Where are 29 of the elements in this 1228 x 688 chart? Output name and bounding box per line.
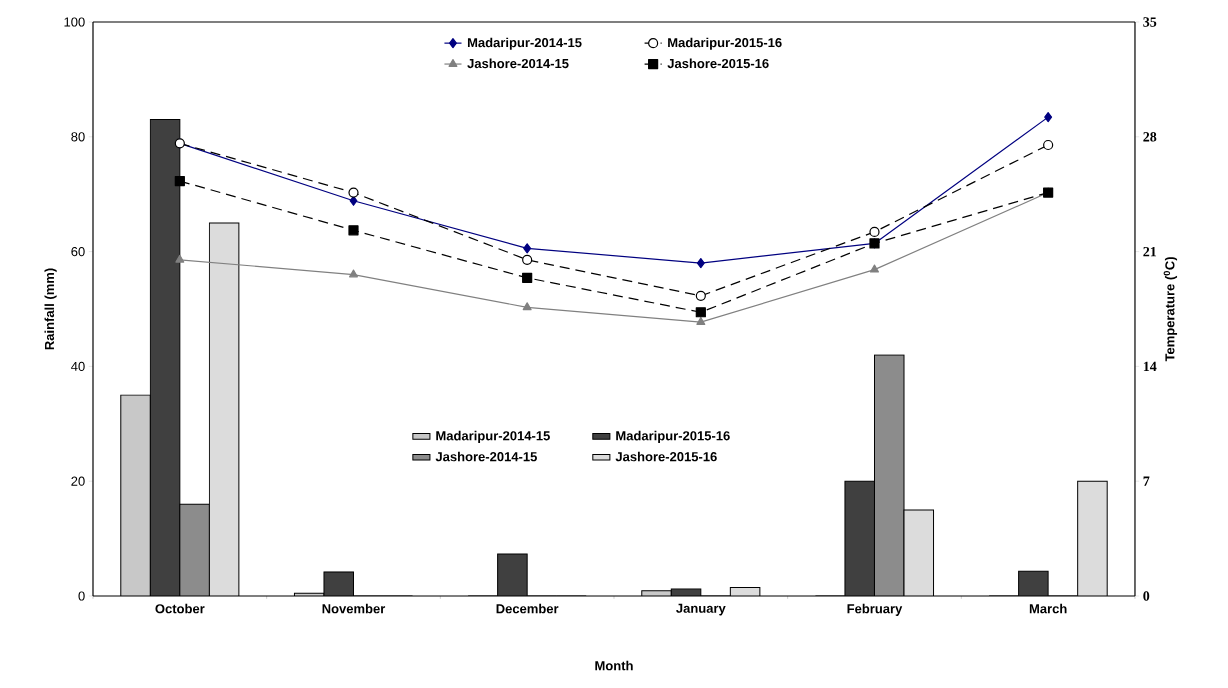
x-tick-label: February <box>847 603 903 616</box>
y-tick-label: 60 <box>71 246 85 257</box>
legend-label: Jashore-2014-15 <box>435 451 537 462</box>
legend-label: Madaripur-2014-15 <box>467 37 582 50</box>
legend-label: Madaripur-2015-16 <box>616 430 730 443</box>
x-tick-label: November <box>322 603 386 614</box>
y2-tick-label: 21 <box>1143 246 1157 257</box>
legend-label: Madaripur-2014-15 <box>436 430 550 443</box>
y2-tick-label: 35 <box>1143 17 1157 27</box>
y2-tick-label: 7 <box>1143 476 1150 486</box>
x-tick-label: October <box>155 603 205 614</box>
y-tick-label: 80 <box>71 132 85 142</box>
legend-label: Madaripur-2015-16 <box>668 37 782 50</box>
y-axis-title: Rainfall (mm) <box>44 268 57 350</box>
x-tick-label: March <box>1029 603 1067 614</box>
x-tick-label: January <box>676 603 726 616</box>
y-tick-label: 0 <box>78 591 85 601</box>
x-tick-label: December <box>496 603 559 614</box>
y2-axis-title: Temperature ($^{0}$C) <box>1163 257 1178 362</box>
y2-tick-label: 0 <box>1143 591 1150 601</box>
y-tick-label: 20 <box>71 476 85 486</box>
x-axis-title: Month <box>595 660 633 671</box>
y2-tick-label: 28 <box>1143 132 1157 142</box>
legend-label: Jashore-2015-16 <box>667 58 769 69</box>
y-tick-label: 40 <box>71 361 85 371</box>
y-tick-label: 100 <box>64 17 85 27</box>
legend-label: Jashore-2015-16 <box>615 451 717 462</box>
legend-label: Jashore-2014-15 <box>467 58 569 69</box>
y2-tick-label: 14 <box>1143 361 1157 372</box>
